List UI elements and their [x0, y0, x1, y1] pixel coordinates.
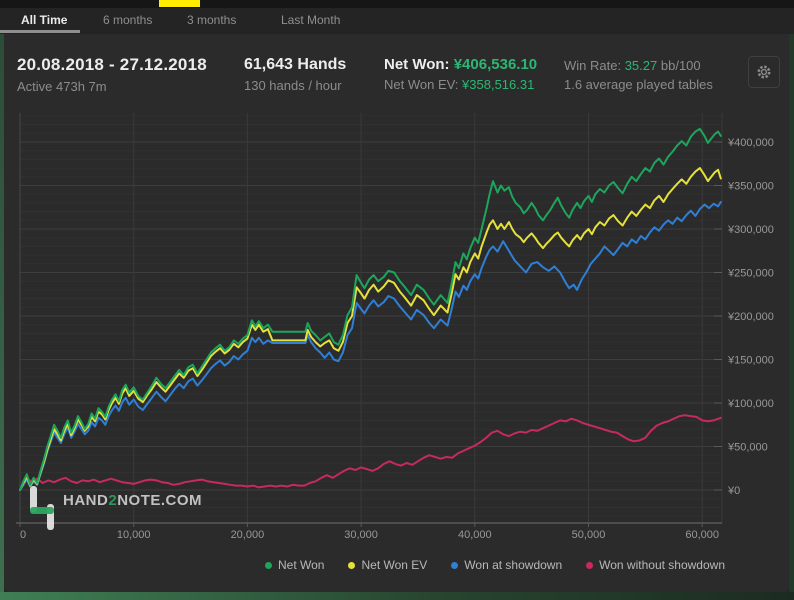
svg-text:¥300,000: ¥300,000 — [727, 224, 774, 236]
watermark-accent: 2 — [108, 492, 118, 509]
legend-label-won-at-showdown: Won at showdown — [464, 558, 563, 572]
svg-text:¥100,000: ¥100,000 — [727, 398, 774, 410]
svg-text:¥50,000: ¥50,000 — [727, 442, 768, 454]
tab-last-month[interactable]: Last Month — [281, 13, 341, 27]
yellow-highlight-marker — [159, 0, 200, 7]
watermark-text: HAND2NOTE.COM — [63, 492, 203, 509]
net-won-value: ¥406,536.10 — [453, 56, 538, 73]
svg-text:¥150,000: ¥150,000 — [727, 355, 774, 367]
win-rate-label: Win Rate: — [564, 58, 622, 73]
time-filter-tabbar: All Time 6 months 3 months Last Month — [0, 8, 794, 34]
svg-text:30,000: 30,000 — [344, 529, 378, 541]
hand2note-logo — [30, 486, 54, 530]
main-panel — [4, 0, 789, 592]
svg-text:10,000: 10,000 — [117, 529, 151, 541]
legend-item-won-at-showdown[interactable]: Won at showdown — [451, 558, 562, 572]
hands-per-hour: 130 hands / hour — [244, 78, 342, 93]
settings-button[interactable] — [748, 56, 780, 88]
legend-label-net-won: Net Won — [278, 558, 325, 572]
graph-canvas: ¥0 ¥50,000 ¥100,000 ¥150,000 ¥200,000 ¥250,00… — [16, 113, 774, 541]
gridlines — [16, 113, 723, 527]
legend-label-won-without-showdown: Won without showdown — [599, 558, 725, 572]
window-right-border — [789, 0, 794, 600]
svg-text:20,000: 20,000 — [231, 529, 265, 541]
svg-text:¥250,000: ¥250,000 — [727, 268, 774, 280]
tab-3-months[interactable]: 3 months — [187, 13, 237, 27]
svg-text:0: 0 — [20, 529, 26, 541]
window-bottom-border — [0, 592, 794, 600]
tab-all-time[interactable]: All Time — [21, 13, 68, 27]
winnings-graph[interactable]: ¥0 ¥50,000 ¥100,000 ¥150,000 ¥200,000 ¥250,00… — [0, 103, 794, 600]
net-won-ev-label: Net Won EV: — [384, 77, 459, 92]
net-won-ev-value: ¥358,516.31 — [462, 77, 535, 92]
legend-item-net-won[interactable]: Net Won — [265, 558, 324, 572]
svg-text:¥200,000: ¥200,000 — [727, 311, 774, 323]
svg-text:¥350,000: ¥350,000 — [727, 181, 774, 193]
active-time: Active 473h 7m — [17, 79, 107, 94]
net-won-label: Net Won: — [384, 56, 450, 73]
legend-dot-won-at-showdown — [451, 561, 459, 569]
legend-item-won-without-showdown[interactable]: Won without showdown — [586, 558, 725, 572]
win-rate-unit: bb/100 — [660, 58, 701, 73]
svg-text:60,000: 60,000 — [685, 529, 719, 541]
hands-count: 61,643 Hands — [244, 56, 347, 73]
win-rate-value: 35.27 — [624, 58, 658, 73]
tab-6-months[interactable]: 6 months — [103, 13, 153, 27]
data-series — [19, 127, 722, 491]
gear-icon — [757, 65, 771, 79]
chart-legend: Net Won Net Won EV Won at showdown Won w… — [265, 558, 725, 572]
active-tab-underline — [0, 30, 80, 33]
legend-label-net-won-ev: Net Won EV — [361, 558, 428, 572]
svg-text:40,000: 40,000 — [458, 529, 492, 541]
title-strip — [0, 0, 794, 8]
legend-dot-won-without-showdown — [586, 561, 594, 569]
svg-text:50,000: 50,000 — [572, 529, 606, 541]
legend-item-net-won-ev[interactable]: Net Won EV — [348, 558, 427, 572]
window-left-border — [0, 0, 4, 600]
stats-header: 20.08.2018 - 27.12.2018 Active 473h 7m 6… — [0, 34, 794, 103]
svg-text:¥400,000: ¥400,000 — [727, 137, 774, 149]
date-range: 20.08.2018 - 27.12.2018 — [17, 55, 207, 74]
svg-text:¥0: ¥0 — [727, 485, 740, 497]
legend-dot-net-won — [265, 561, 273, 569]
avg-tables: 1.6 average played tables — [564, 77, 713, 92]
legend-dot-net-won-ev — [348, 561, 356, 569]
axis-labels: ¥0 ¥50,000 ¥100,000 ¥150,000 ¥200,000 ¥250,00… — [20, 137, 774, 541]
